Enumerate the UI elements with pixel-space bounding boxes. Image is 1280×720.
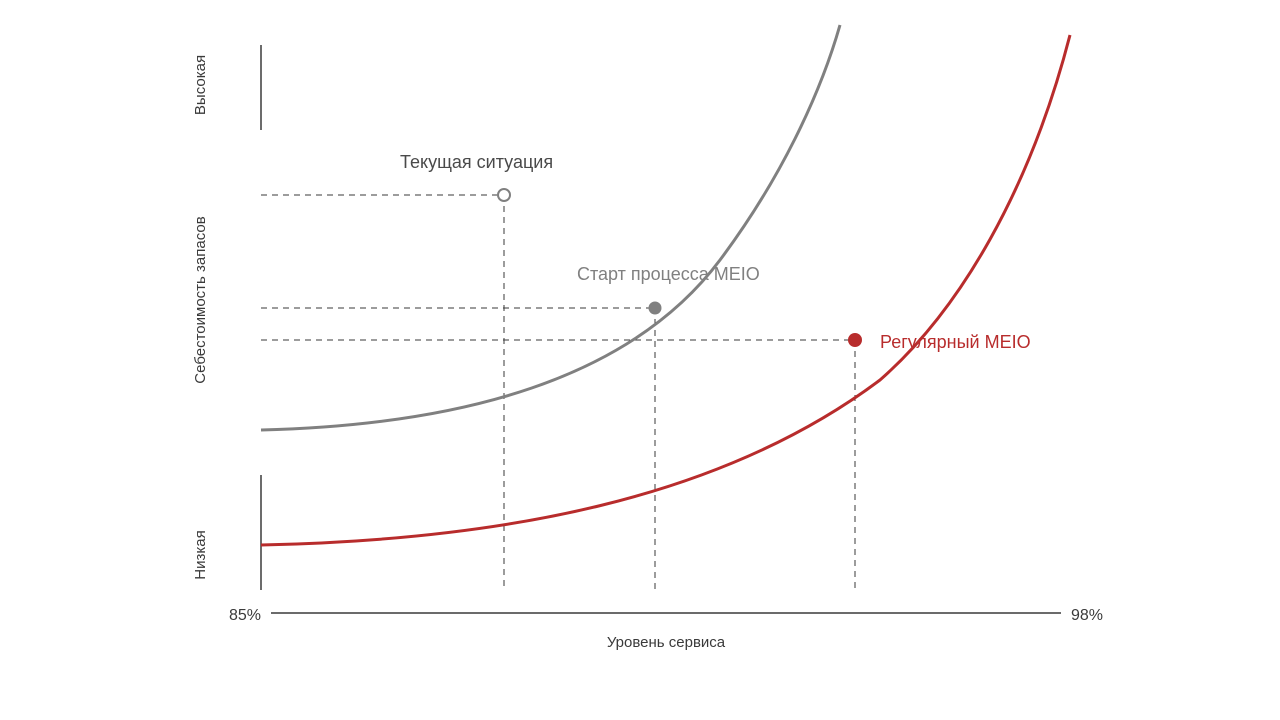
meio-chart: Высокая Себестоимость запасов Низкая 85%…: [0, 0, 1280, 720]
x-axis-title: Уровень сервиса: [607, 634, 726, 651]
y-axis-high-label: Высокая: [192, 55, 209, 115]
label-regular-meio: Регулярный MEIO: [880, 332, 1031, 352]
point-start-meio: [649, 302, 662, 315]
x-axis-min-label: 85%: [229, 607, 261, 624]
curve-gray: [261, 25, 840, 430]
guide-lines: [261, 195, 855, 590]
y-axis-low-label: Низкая: [192, 530, 209, 579]
label-start-meio: Старт процесса MEIO: [577, 264, 760, 284]
label-current-situation: Текущая ситуация: [400, 152, 553, 172]
y-axis-title: Себестоимость запасов: [192, 216, 209, 383]
x-axis-max-label: 98%: [1071, 607, 1103, 624]
point-current-situation: [498, 189, 510, 201]
curve-red: [261, 35, 1070, 545]
point-regular-meio: [848, 333, 862, 347]
